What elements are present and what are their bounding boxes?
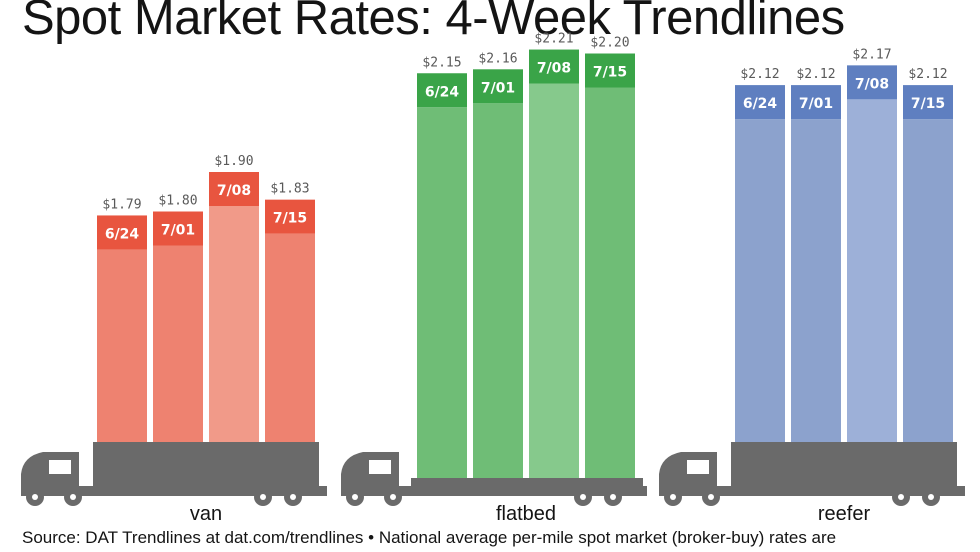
group-label-reefer: reefer <box>818 503 871 525</box>
truck-hub-reefer-2 <box>898 494 904 500</box>
truck-hub-van-1 <box>70 494 76 500</box>
date-label-van-3: 7/15 <box>273 211 307 227</box>
truck-window-reefer <box>687 460 709 474</box>
bar-header-flatbed-1 <box>473 69 523 104</box>
value-label-reefer-3: $2.12 <box>908 67 947 82</box>
value-label-flatbed-0: $2.15 <box>422 55 461 70</box>
date-label-reefer-2: 7/08 <box>855 76 889 92</box>
truck-hub-flatbed-3 <box>610 494 616 500</box>
chart-title: Spot Market Rates: 4-Week Trendlines <box>22 0 845 45</box>
truck-trailer-reefer <box>731 442 957 486</box>
value-label-reefer-2: $2.17 <box>852 47 891 62</box>
truck-hub-reefer-1 <box>708 494 714 500</box>
bar-flatbed-0 <box>417 107 467 478</box>
truck-hub-flatbed-0 <box>352 494 358 500</box>
bar-van-1 <box>153 245 203 442</box>
source-note: Source: DAT Trendlines at dat.com/trendl… <box>22 528 837 547</box>
bar-header-flatbed-2 <box>529 49 579 84</box>
truck-hub-flatbed-1 <box>390 494 396 500</box>
value-label-reefer-1: $2.12 <box>796 67 835 82</box>
value-label-van-0: $1.79 <box>102 197 141 212</box>
value-label-reefer-0: $2.12 <box>740 67 779 82</box>
bar-header-reefer-1 <box>791 85 841 120</box>
value-label-van-2: $1.90 <box>214 154 253 169</box>
bar-header-van-3 <box>265 199 315 234</box>
group-label-van: van <box>190 503 222 525</box>
date-label-reefer-0: 6/24 <box>743 96 778 112</box>
truck-hub-van-3 <box>290 494 296 500</box>
value-label-flatbed-1: $2.16 <box>478 51 517 66</box>
date-label-reefer-1: 7/01 <box>799 96 833 112</box>
date-label-flatbed-0: 6/24 <box>425 84 460 100</box>
bar-header-reefer-0 <box>735 85 785 120</box>
value-label-van-3: $1.83 <box>270 182 309 197</box>
value-label-flatbed-3: $2.20 <box>590 36 629 51</box>
bar-header-van-2 <box>209 172 259 206</box>
bar-reefer-0 <box>735 119 785 442</box>
truck-hub-reefer-0 <box>670 494 676 500</box>
truck-window-van <box>49 460 71 474</box>
truck-hub-flatbed-2 <box>580 494 586 500</box>
truck-hub-van-0 <box>32 494 38 500</box>
truck-chassis-reefer <box>659 486 965 496</box>
bar-header-reefer-3 <box>903 85 953 120</box>
bar-flatbed-2 <box>529 83 579 479</box>
value-label-flatbed-2: $2.21 <box>534 32 573 47</box>
group-label-flatbed: flatbed <box>496 503 556 525</box>
bar-reefer-3 <box>903 119 953 442</box>
bar-header-reefer-2 <box>847 65 897 100</box>
bar-van-3 <box>265 233 315 442</box>
date-label-van-0: 6/24 <box>105 226 140 242</box>
bar-header-flatbed-3 <box>585 53 635 88</box>
bar-flatbed-3 <box>585 87 635 478</box>
bar-header-flatbed-0 <box>417 73 467 108</box>
truck-chassis-flatbed <box>341 486 647 496</box>
truck-trailer-van <box>93 442 319 486</box>
date-label-van-1: 7/01 <box>161 223 195 239</box>
bar-reefer-2 <box>847 99 897 442</box>
date-label-van-2: 7/08 <box>217 183 251 199</box>
bar-flatbed-1 <box>473 103 523 479</box>
value-label-van-1: $1.80 <box>158 194 197 209</box>
bar-header-van-0 <box>97 215 147 250</box>
date-label-reefer-3: 7/15 <box>911 96 945 112</box>
truck-window-flatbed <box>369 460 391 474</box>
bar-chart: 6/24 $1.79 7/01 $1.80 7/08 $1.90 7/15 $1.83 van 6… <box>21 32 965 525</box>
truck-hub-van-2 <box>260 494 266 500</box>
date-label-flatbed-1: 7/01 <box>481 80 515 96</box>
date-label-flatbed-3: 7/15 <box>593 65 627 81</box>
date-label-flatbed-2: 7/08 <box>537 61 571 77</box>
bar-van-0 <box>97 249 147 442</box>
truck-hub-reefer-3 <box>928 494 934 500</box>
truck-chassis-van <box>21 486 327 496</box>
bar-van-2 <box>209 206 259 442</box>
bar-reefer-1 <box>791 119 841 442</box>
bar-header-van-1 <box>153 211 203 246</box>
